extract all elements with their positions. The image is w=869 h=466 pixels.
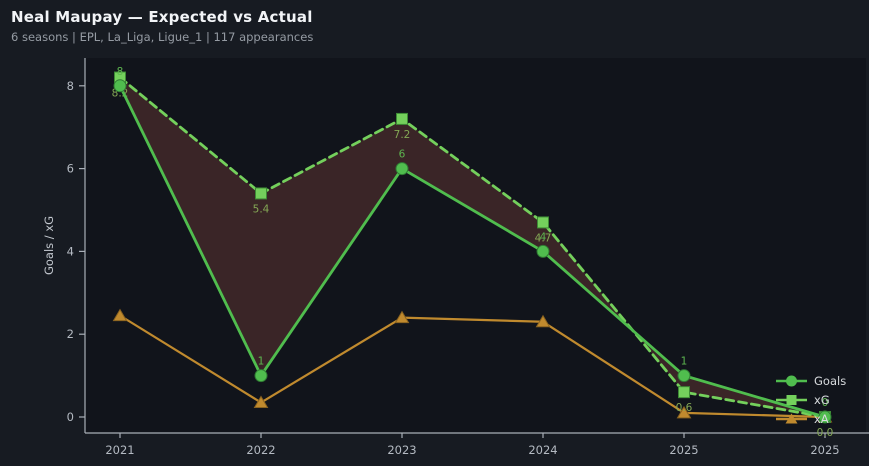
goals-marker [536, 244, 550, 258]
legend-label-xg: xG [814, 393, 830, 407]
xa-marker [676, 405, 692, 419]
xg-legend-marker [786, 395, 797, 405]
goals-value-label: 1 [258, 356, 265, 368]
xg-value-label: 5.4 [253, 203, 270, 215]
y-tick-label: 0 [67, 410, 74, 424]
goals-marker [395, 162, 409, 176]
x-tick-label: 2022 [246, 443, 275, 457]
goals-value-label: 0 [822, 397, 829, 409]
goals-value-label: 8 [117, 66, 124, 78]
goals-marker [677, 369, 691, 383]
goals-line [118, 84, 827, 419]
legend-label-xa: xA [814, 412, 829, 426]
goals-marker [113, 79, 127, 93]
x-tick-label: 2025 [810, 443, 839, 457]
goals-value-label: 1 [681, 356, 688, 368]
xa-marker [535, 314, 551, 328]
x-tick-label: 2024 [528, 443, 557, 457]
goals-marker [254, 369, 268, 383]
xa-marker [112, 308, 128, 322]
y-tick-label: 4 [67, 244, 74, 258]
xg-value-label: 0.0 [817, 427, 834, 439]
xa-marker [253, 395, 269, 409]
y-tick-label: 2 [67, 327, 74, 341]
xg-value-label: 4.7 [535, 232, 552, 244]
goals-value-label: 6 [399, 149, 406, 161]
x-tick-label: 2023 [387, 443, 416, 457]
chart-header: Neal Maupay — Expected vs Actual 6 seaso… [11, 8, 851, 44]
y-tick-label: 6 [67, 162, 74, 176]
goals-xg-gap-fill [120, 77, 825, 418]
xa-line [118, 314, 827, 419]
chart-title: Neal Maupay — Expected vs Actual [11, 8, 313, 26]
xg-line [118, 76, 827, 419]
y-axis-label: Goals / xG [42, 216, 56, 275]
xa-marker [394, 310, 410, 324]
xg-value-label: 7.2 [394, 129, 411, 141]
xa-legend-marker [785, 413, 798, 424]
legend-label-goals: Goals [814, 374, 846, 388]
xg-marker [396, 112, 408, 125]
x-tick-label: 2021 [105, 443, 134, 457]
goals-marker [818, 410, 832, 424]
xg-marker [678, 386, 690, 399]
xg-marker [537, 216, 549, 229]
xg-marker [255, 187, 267, 200]
x-tick-label: 2025 [669, 443, 698, 457]
goals-legend-marker [786, 375, 797, 387]
goals-value-label: 4 [540, 231, 547, 243]
y-tick-label: 8 [67, 79, 74, 93]
chart-subtitle: 6 seasons | EPL, La_Liga, Ligue_1 | 117 … [11, 30, 314, 44]
xg-value-label: 0.6 [676, 402, 693, 414]
